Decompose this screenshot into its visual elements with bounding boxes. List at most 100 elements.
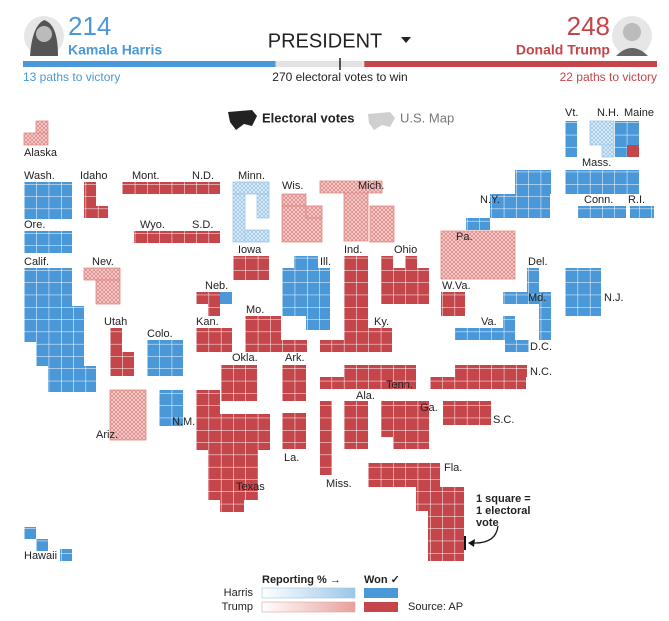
- toggle-map[interactable]: U.S. Map: [400, 110, 454, 125]
- state-label: Mo.: [246, 304, 264, 316]
- tile-grid: [344, 401, 368, 449]
- state-label: Mont.: [132, 170, 160, 182]
- tile-grid: [515, 170, 551, 194]
- state: N.C.: [430, 365, 552, 389]
- tile-grid: [221, 365, 257, 401]
- tile-grid: [503, 292, 551, 304]
- state: Ala.: [344, 390, 375, 449]
- state-label: Ala.: [356, 390, 375, 402]
- tile-grid: [505, 340, 529, 352]
- tile-grid: [24, 527, 36, 539]
- state-label: N.Y.: [480, 194, 500, 206]
- state: Ark.: [282, 352, 306, 401]
- state-label: S.C.: [493, 414, 514, 426]
- legend-harris-reporting: [261, 587, 356, 599]
- state: N.D.: [184, 170, 220, 194]
- race-dropdown[interactable]: [401, 37, 411, 43]
- state: Maine: [615, 107, 654, 157]
- state-label: Texas: [236, 481, 265, 493]
- annotation-arrow: [471, 525, 499, 544]
- state-tiles: [601, 144, 615, 158]
- legend-trump-reporting: [261, 601, 356, 613]
- state-tiles: [23, 132, 49, 146]
- tile-grid: [24, 231, 72, 253]
- tile-grid: [36, 342, 84, 366]
- tile-grid: [196, 414, 270, 450]
- state: Iowa: [233, 244, 269, 280]
- state: Calif.: [24, 256, 96, 392]
- state: Fla.: [368, 462, 464, 561]
- state: Kan.: [196, 316, 232, 352]
- tile-grid: [60, 549, 72, 561]
- state: Ore.: [24, 219, 72, 253]
- trump-bar: [364, 61, 657, 67]
- tile-grid: [110, 328, 122, 376]
- tile-grid: [134, 231, 196, 243]
- state: Utah: [104, 316, 134, 376]
- harris-name: Kamala Harris: [68, 42, 162, 58]
- tile-grid: [381, 401, 429, 437]
- state-label: Del.: [528, 256, 548, 268]
- tile-grid: [84, 182, 96, 218]
- state: Va.: [455, 316, 515, 340]
- tile-grid: [381, 256, 393, 268]
- state: Ky.: [320, 316, 392, 352]
- state-label: Idaho: [80, 170, 108, 182]
- state-label: N.C.: [530, 366, 552, 378]
- state-label: Ariz.: [96, 429, 118, 441]
- tile-grid: [565, 121, 577, 157]
- state: Wash.: [24, 170, 72, 219]
- state: Mich.: [319, 180, 395, 243]
- state-tiles: [244, 229, 270, 243]
- state-label: Wash.: [24, 170, 55, 182]
- tile-grid: [282, 413, 306, 449]
- state-tiles: [109, 389, 147, 441]
- state: Del.: [527, 256, 548, 292]
- tile-grid: [615, 121, 639, 145]
- annotation: vote: [476, 517, 499, 529]
- state-tiles: [83, 267, 121, 281]
- tile-grid: [24, 306, 84, 342]
- state-label: Md.: [528, 292, 546, 304]
- toggle-electoral[interactable]: Electoral votes: [262, 110, 355, 125]
- tile-grid: [184, 231, 220, 243]
- state-label: Okla.: [232, 352, 258, 364]
- split-tile: [220, 292, 232, 304]
- state-tiles: [232, 181, 270, 195]
- state-label: W.Va.: [442, 280, 471, 292]
- harris-portrait: [24, 16, 64, 56]
- tile-grid: [503, 316, 515, 340]
- tile-grid: [344, 365, 416, 377]
- state-label: Ky.: [374, 316, 389, 328]
- state-label: Tenn.: [386, 379, 413, 391]
- toggle-icon[interactable]: [368, 112, 395, 130]
- state-label: Kan.: [196, 316, 219, 328]
- tile-grid: [441, 292, 465, 316]
- state-label: Ark.: [285, 352, 305, 364]
- state: Okla.: [221, 352, 258, 401]
- state-label: Colo.: [147, 328, 173, 340]
- state-label: Mass.: [582, 157, 611, 169]
- tile-grid: [405, 256, 417, 268]
- tile-grid: [320, 401, 332, 475]
- state: N.Y.: [466, 170, 551, 230]
- harris-votes: 214: [68, 11, 111, 41]
- state-label: Ga.: [420, 402, 438, 414]
- state-tiles: [95, 279, 121, 305]
- tile-grid: [233, 256, 269, 280]
- state-tiles: [343, 192, 369, 242]
- annotation-arrowhead: [468, 539, 475, 547]
- state: Mont.: [122, 170, 196, 194]
- state-label: Neb.: [205, 280, 228, 292]
- state: W.Va.: [441, 280, 471, 316]
- state-tiles: [369, 205, 395, 243]
- tile-grid: [466, 218, 490, 230]
- toggle-icon-active[interactable]: [228, 110, 257, 130]
- state: Tenn.: [320, 365, 416, 391]
- state: Wyo.: [134, 219, 196, 243]
- state: Texas: [196, 390, 270, 512]
- tile-grid: [184, 182, 220, 194]
- state: Mass.: [565, 157, 639, 194]
- state-label: R.I.: [628, 194, 645, 206]
- split-tile: [627, 145, 639, 157]
